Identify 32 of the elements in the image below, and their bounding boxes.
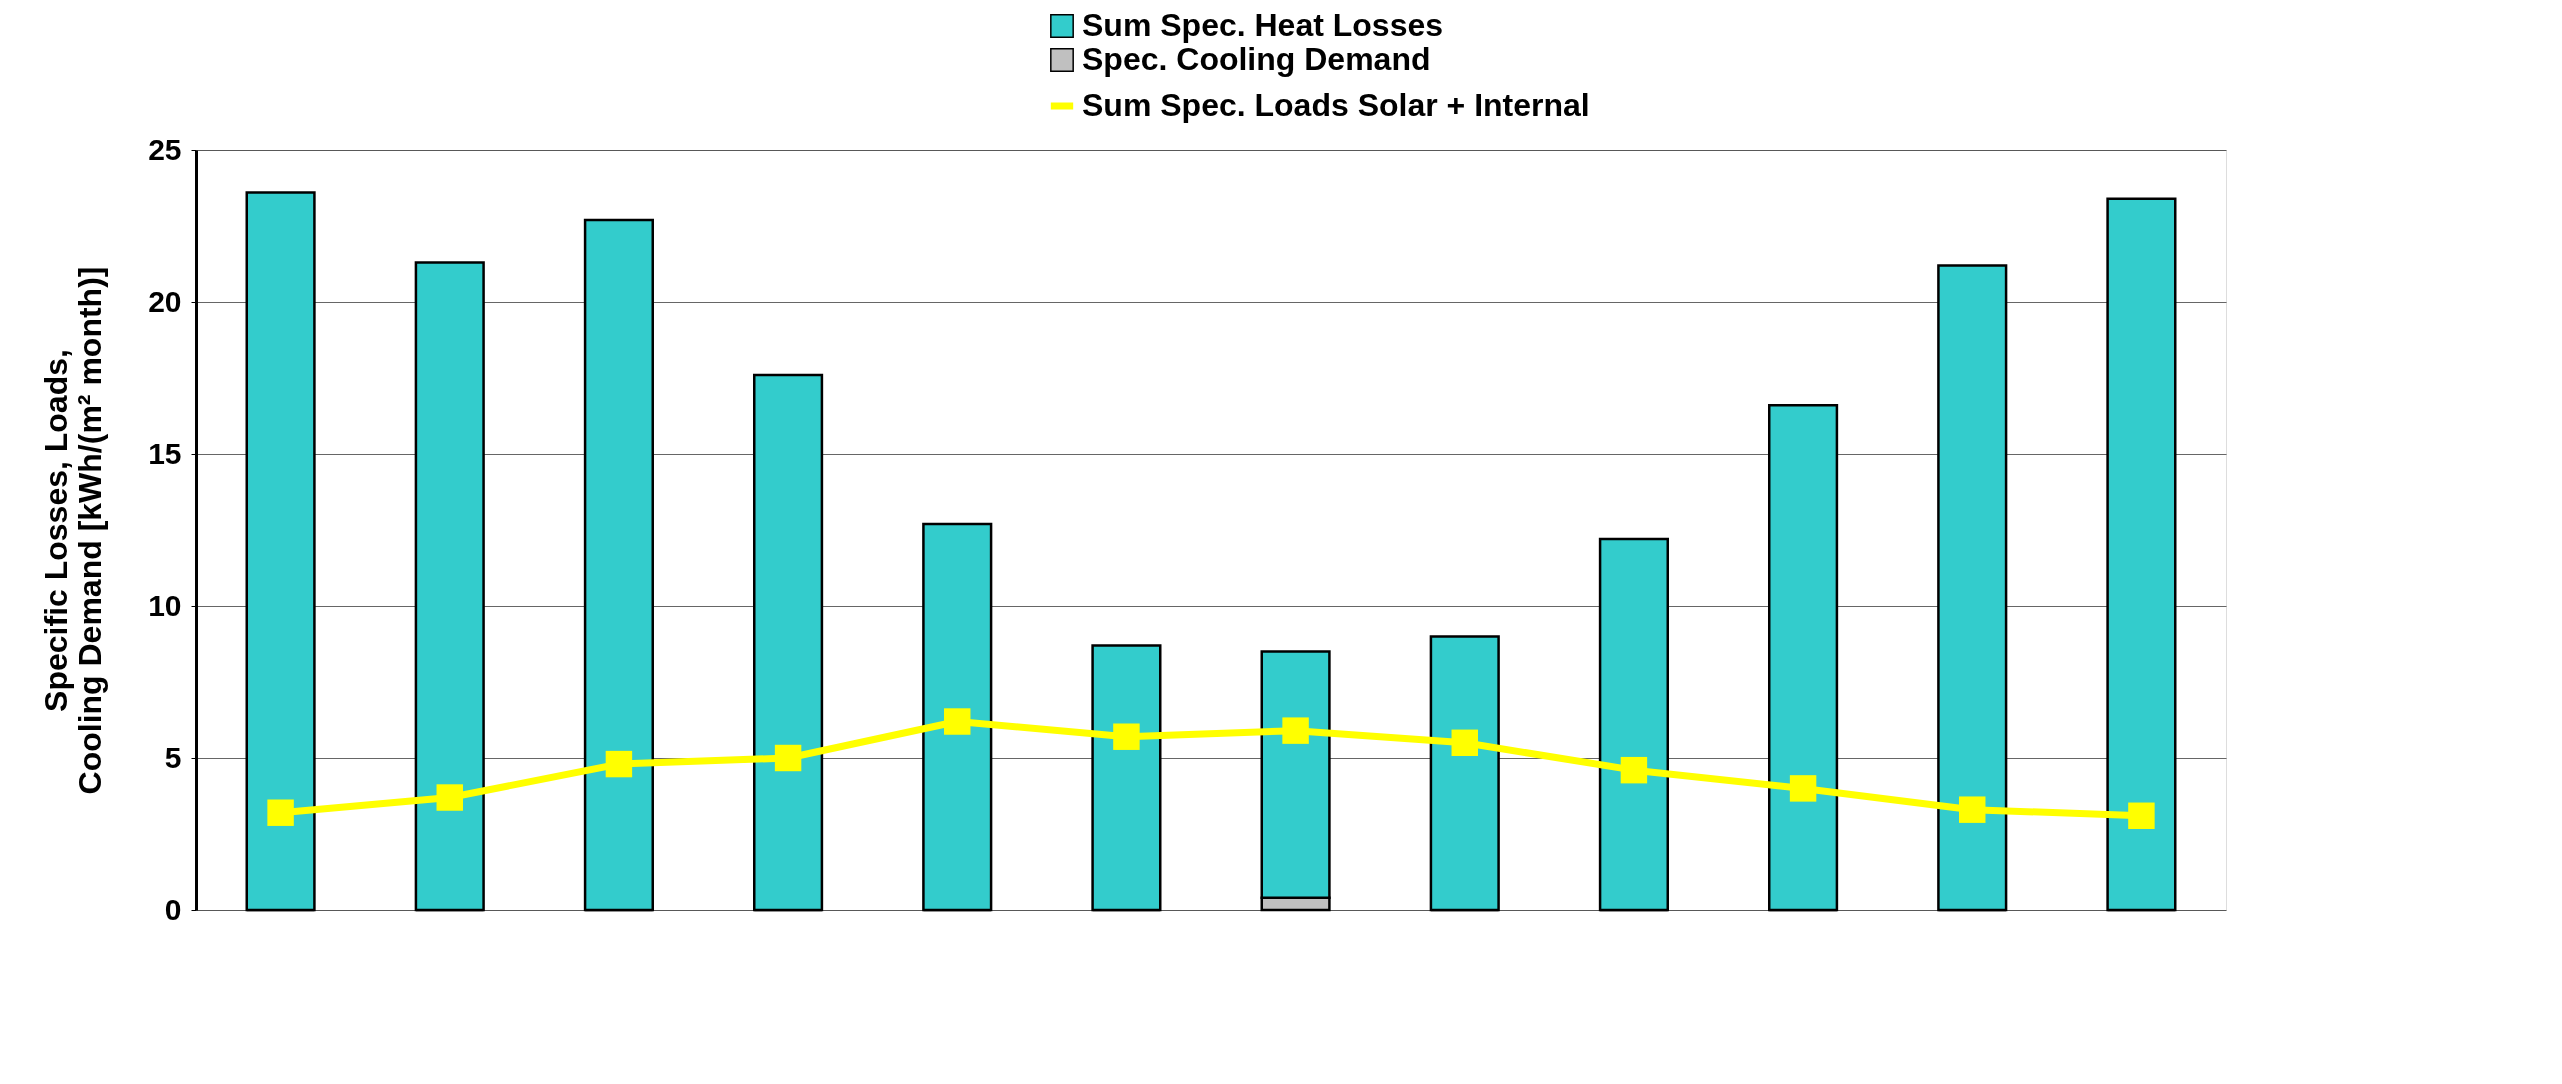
bar — [245, 191, 316, 912]
point — [2128, 802, 2155, 829]
bar — [1091, 644, 1162, 912]
bar — [414, 261, 485, 912]
y-tick-label: 15 — [148, 436, 182, 470]
point — [1282, 717, 1309, 744]
bar — [1598, 537, 1669, 912]
point — [1113, 723, 1140, 750]
y-axis-title: Specific Losses, Loads, Cooling Demand [kWh/(m² month)] — [38, 266, 109, 795]
point — [1789, 775, 1817, 802]
y-tick-label: 25 — [148, 132, 182, 166]
y-tick-label: 10 — [148, 588, 182, 622]
bar — [1937, 264, 2008, 912]
point — [1451, 729, 1478, 757]
bar — [753, 373, 824, 912]
point — [605, 750, 633, 778]
point — [944, 708, 971, 735]
point — [1620, 756, 1648, 784]
legend-label: Sum Spec. Loads Solar + Internal — [1082, 87, 1590, 123]
bar — [1768, 404, 1839, 912]
bar — [583, 218, 654, 912]
y-tick-label: 5 — [164, 740, 182, 774]
point — [436, 784, 463, 811]
bar — [2106, 197, 2177, 912]
y-tick-label: 20 — [148, 284, 182, 318]
bar — [1429, 635, 1500, 912]
point — [267, 799, 294, 826]
legend-label: Sum Spec. Heat Losses — [1082, 7, 1444, 43]
point — [1959, 796, 1986, 823]
bar — [922, 522, 993, 912]
point — [774, 744, 802, 772]
y-tick-label: 0 — [164, 892, 182, 926]
